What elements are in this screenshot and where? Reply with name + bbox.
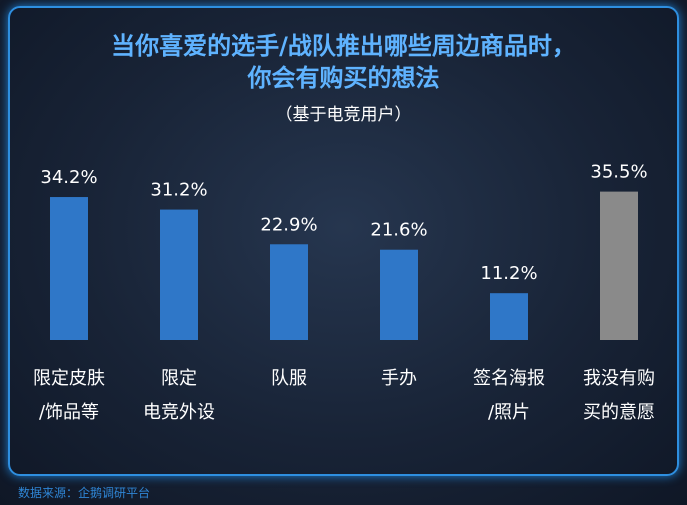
chart-subtitle: （基于电竞用户） — [275, 105, 412, 125]
value-label: 11.2% — [480, 263, 537, 284]
category-label: 我没有购 买的意愿 — [583, 368, 655, 423]
frame — [8, 6, 679, 476]
source-note: 数据来源：企鹅调研平台 — [18, 486, 151, 500]
chart-title: 当你喜爱的选手/战队推出哪些周边商品时， 你会有购买的想法 — [111, 32, 576, 92]
category-label: 限定 电竞外设 — [143, 368, 215, 423]
bar — [600, 191, 638, 340]
value-label: 21.6% — [370, 220, 427, 241]
category-label: 签名海报 /照片 — [473, 368, 545, 423]
value-label: 34.2% — [40, 167, 97, 188]
bar — [380, 249, 418, 340]
value-label: 22.9% — [260, 214, 317, 235]
bar — [160, 209, 198, 340]
category-label: 队服 — [271, 368, 307, 389]
category-label: 手办 — [381, 368, 417, 389]
category-label: 限定皮肤 /饰品等 — [33, 368, 105, 423]
bar — [270, 244, 308, 340]
bar — [50, 197, 88, 340]
value-label: 35.5% — [590, 162, 647, 183]
value-label: 31.2% — [150, 180, 207, 201]
bar — [490, 293, 528, 340]
